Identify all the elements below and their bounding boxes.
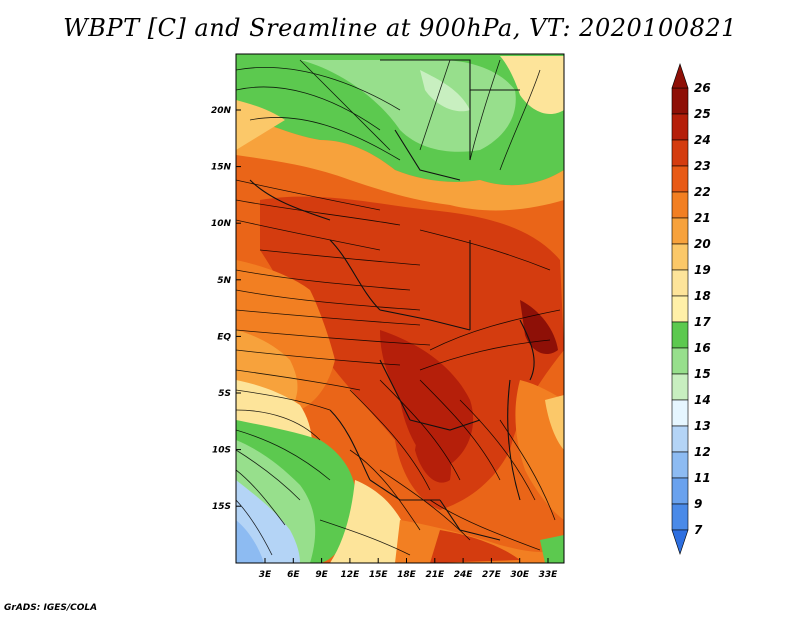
x-tick-label: 21E <box>425 570 445 580</box>
colorbar-label: 19 <box>694 263 711 277</box>
colorbar-label: 15 <box>694 367 711 381</box>
colorbar-segment <box>671 191 689 219</box>
y-tick-label: 5N <box>217 276 231 286</box>
colorbar-segment <box>671 399 689 427</box>
colorbar-label: 16 <box>694 341 711 355</box>
colorbar-segment <box>671 139 689 167</box>
y-tick-label: 10S <box>212 446 231 456</box>
colorbar-label: 24 <box>694 133 711 147</box>
colorbar-segment <box>671 87 689 115</box>
colorbar-label: 22 <box>694 185 711 199</box>
colorbar-segment <box>671 165 689 193</box>
colorbar-segment <box>671 217 689 245</box>
colorbar-label: 14 <box>694 393 711 407</box>
colorbar-label: 11 <box>694 471 711 485</box>
colorbar-label: 13 <box>694 419 711 433</box>
colorbar-segment <box>671 373 689 401</box>
y-axis: 20N 15N 10N 5N EQ 5S 10S 15S <box>211 106 241 512</box>
colorbar-label: 21 <box>694 211 711 225</box>
x-tick-label: 3E <box>259 570 272 580</box>
country-borders <box>249 59 535 541</box>
colorbar-label: 20 <box>694 237 711 251</box>
x-tick-label: 27E <box>482 570 502 580</box>
colorbar-segment <box>671 269 689 297</box>
colorbar-label: 25 <box>694 107 711 121</box>
y-tick-label: 5S <box>218 389 231 399</box>
colorbar-segment <box>671 425 689 453</box>
x-tick-label: 33E <box>539 570 559 580</box>
colorbar-label: 18 <box>694 289 711 303</box>
y-tick-label: 10N <box>211 219 232 229</box>
colorbar-bottom-arrow <box>671 529 689 555</box>
y-tick-label: EQ <box>217 332 231 342</box>
map-title: WBPT [C] and Sreamline at 900hPa, VT: 20… <box>63 14 737 42</box>
streamlines <box>236 59 561 556</box>
colorbar-label: 9 <box>694 497 702 511</box>
colorbar-label: 26 <box>694 81 711 95</box>
colorbar-label: 23 <box>694 159 711 173</box>
colorbar-segment <box>671 503 689 531</box>
y-tick-label: 15N <box>211 163 232 173</box>
y-tick-label: 20N <box>211 106 232 116</box>
x-tick-label: 18E <box>397 570 417 580</box>
x-tick-label: 12E <box>341 570 361 580</box>
colorbar-label: 12 <box>694 445 711 459</box>
colorbar-segment <box>671 477 689 505</box>
y-tick-label: 15S <box>212 502 231 512</box>
colorbar-segment <box>671 451 689 479</box>
x-tick-label: 15E <box>369 570 389 580</box>
colorbar-label: 7 <box>694 523 703 537</box>
colorbar-label: 17 <box>694 315 711 329</box>
x-tick-label: 30E <box>510 570 530 580</box>
x-axis: 3E 6E 9E 12E 15E 18E 21E 24E 27E 30E 33E <box>259 558 558 580</box>
colorbar-segment <box>671 347 689 375</box>
x-tick-label: 6E <box>287 570 300 580</box>
x-tick-label: 24E <box>454 570 474 580</box>
footer-credit: GrADS: IGES/COLA <box>4 603 98 613</box>
colorbar-segment <box>671 243 689 271</box>
x-tick-label: 9E <box>315 570 328 580</box>
colorbar-top-arrow <box>671 63 689 89</box>
map-frame <box>235 53 565 564</box>
colorbar: 26 25 24 23 22 21 20 19 18 17 16 15 14 13 12 11 9 7 <box>671 63 711 555</box>
colorbar-segment <box>671 321 689 349</box>
colorbar-segment <box>671 113 689 141</box>
colorbar-segment <box>671 295 689 323</box>
